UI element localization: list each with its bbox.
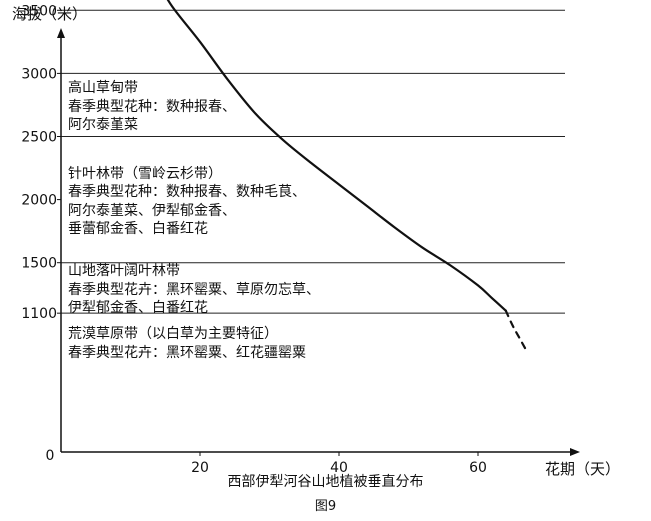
x-tick-label-20: 20 — [191, 460, 209, 476]
y-tick-label-3000: 3000 — [21, 66, 57, 82]
zone-alpine-meadow: 高山草甸带 春季典型花种：数种报春、 阿尔泰堇菜 — [68, 79, 236, 135]
zone-line: 阿尔泰堇菜、伊犁郁金香、 — [68, 202, 236, 219]
flowering-curve-solid — [166, 0, 507, 312]
zone-line: 春季典型花种：数种报春、 — [68, 98, 236, 115]
zone-line: 伊犁郁金香、白番红花 — [68, 300, 208, 317]
y-tick-label-1500: 1500 — [21, 256, 57, 272]
zone-line: 春季典型花种：数种报春、数种毛茛、 — [68, 184, 306, 201]
x-axis-label: 花期（天） — [545, 460, 621, 478]
y-ticks: 1100 1500 2000 2500 3000 3500 0 — [21, 3, 61, 464]
zone-line: 春季典型花卉：黑环罂粟、红花疆罂粟 — [68, 344, 306, 361]
y-tick-label-2000: 2000 — [21, 193, 57, 209]
x-ticks: 20 40 60 — [191, 452, 487, 476]
zone-line: 垂蕾郁金香、白番红花 — [68, 221, 208, 238]
zone-line: 山地落叶阔叶林带 — [68, 263, 180, 280]
y-tick-label-3500: 3500 — [21, 3, 57, 19]
axes — [57, 28, 580, 456]
x-tick-label-60: 60 — [469, 460, 487, 476]
zone-line: 阿尔泰堇菜 — [68, 117, 138, 134]
y-tick-label-2500: 2500 — [21, 130, 57, 146]
gridlines — [61, 9, 565, 314]
zone-line: 春季典型花卉：黑环罂粟、草原勿忘草、 — [68, 281, 320, 298]
zone-line: 荒漠草原带（以白草为主要特征） — [68, 326, 278, 343]
figure-label: 图9 — [314, 499, 337, 514]
x-tick-label-40: 40 — [330, 460, 348, 476]
zone-line: 针叶林带（雪岭云杉带） — [68, 165, 222, 182]
series — [166, 0, 528, 353]
zone-desert-steppe: 荒漠草原带（以白草为主要特征） 春季典型花卉：黑环罂粟、红花疆罂粟 — [68, 325, 306, 362]
y-axis-label: 海拔（米） — [12, 5, 88, 23]
chart-title: 西部伊犁河谷山地植被垂直分布 — [227, 474, 424, 490]
y-axis-arrow — [57, 28, 65, 38]
zone-broadleaf: 山地落叶阔叶林带 春季典型花卉：黑环罂粟、草原勿忘草、 伊犁郁金香、白番红花 — [68, 262, 320, 318]
flowering-curve-dashed — [504, 309, 528, 353]
zone-line: 高山草甸带 — [68, 80, 138, 97]
x-axis-arrow — [570, 448, 580, 456]
origin-label: 0 — [46, 448, 55, 464]
y-tick-label-1100: 1100 — [21, 306, 57, 322]
zone-conifer: 针叶林带（雪岭云杉带） 春季典型花种：数种报春、数种毛茛、 阿尔泰堇菜、伊犁郁金香、… — [68, 165, 306, 239]
